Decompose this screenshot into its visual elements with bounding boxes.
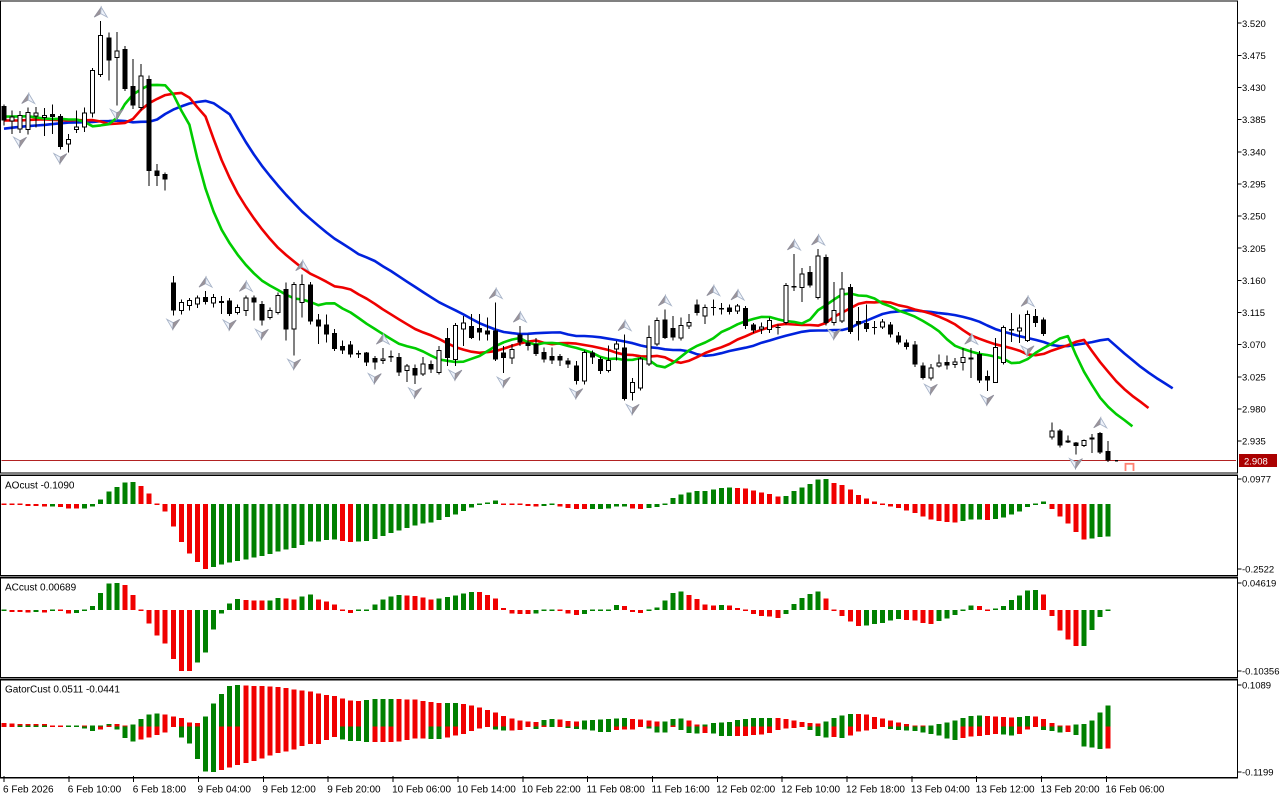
svg-text:0.1089: 0.1089 xyxy=(1242,681,1271,692)
svg-text:9 Feb 04:00: 9 Feb 04:00 xyxy=(198,785,252,796)
svg-text:3.430: 3.430 xyxy=(1242,83,1266,94)
svg-text:10 Feb 22:00: 10 Feb 22:00 xyxy=(522,785,581,796)
svg-text:16 Feb 06:00: 16 Feb 06:00 xyxy=(1105,785,1164,796)
svg-text:3.340: 3.340 xyxy=(1242,147,1266,158)
svg-text:2.980: 2.980 xyxy=(1242,405,1266,416)
svg-text:-0.2522: -0.2522 xyxy=(1242,565,1274,576)
svg-text:12 Feb 18:00: 12 Feb 18:00 xyxy=(846,785,905,796)
svg-text:2.935: 2.935 xyxy=(1242,437,1266,448)
svg-text:3.070: 3.070 xyxy=(1242,340,1266,351)
svg-text:-0.1199: -0.1199 xyxy=(1242,768,1274,779)
svg-text:GatorCust 0.0511 -0.0441: GatorCust 0.0511 -0.0441 xyxy=(5,685,120,696)
svg-text:11 Feb 16:00: 11 Feb 16:00 xyxy=(652,785,711,796)
svg-text:3.250: 3.250 xyxy=(1242,212,1266,223)
svg-text:13 Feb 20:00: 13 Feb 20:00 xyxy=(1041,785,1100,796)
svg-text:0.04619: 0.04619 xyxy=(1242,579,1276,590)
svg-text:3.160: 3.160 xyxy=(1242,276,1266,287)
svg-text:3.115: 3.115 xyxy=(1242,308,1265,319)
svg-text:2.908: 2.908 xyxy=(1244,457,1268,468)
svg-text:13 Feb 04:00: 13 Feb 04:00 xyxy=(911,785,970,796)
svg-text:3.205: 3.205 xyxy=(1242,244,1266,255)
svg-text:13 Feb 12:00: 13 Feb 12:00 xyxy=(976,785,1035,796)
svg-text:11 Feb 08:00: 11 Feb 08:00 xyxy=(587,785,646,796)
svg-text:12 Feb 02:00: 12 Feb 02:00 xyxy=(716,785,775,796)
svg-text:6 Feb 10:00: 6 Feb 10:00 xyxy=(68,785,122,796)
svg-text:3.025: 3.025 xyxy=(1242,372,1266,383)
svg-text:6 Feb 18:00: 6 Feb 18:00 xyxy=(133,785,187,796)
svg-text:3.295: 3.295 xyxy=(1242,180,1266,191)
svg-text:3.475: 3.475 xyxy=(1242,51,1266,62)
svg-text:3.520: 3.520 xyxy=(1242,19,1266,30)
svg-text:10 Feb 06:00: 10 Feb 06:00 xyxy=(392,785,451,796)
svg-text:6 Feb 2026: 6 Feb 2026 xyxy=(3,785,54,796)
svg-text:10 Feb 14:00: 10 Feb 14:00 xyxy=(457,785,516,796)
svg-text:AOcust -0.1090: AOcust -0.1090 xyxy=(5,480,75,491)
svg-text:12 Feb 10:00: 12 Feb 10:00 xyxy=(781,785,840,796)
svg-text:ACcust 0.00689: ACcust 0.00689 xyxy=(5,583,77,594)
svg-text:9 Feb 20:00: 9 Feb 20:00 xyxy=(327,785,381,796)
svg-text:-0.10356: -0.10356 xyxy=(1242,667,1280,678)
svg-text:9 Feb 12:00: 9 Feb 12:00 xyxy=(262,785,316,796)
svg-text:3.385: 3.385 xyxy=(1242,115,1266,126)
svg-text:0.0977: 0.0977 xyxy=(1242,475,1271,486)
